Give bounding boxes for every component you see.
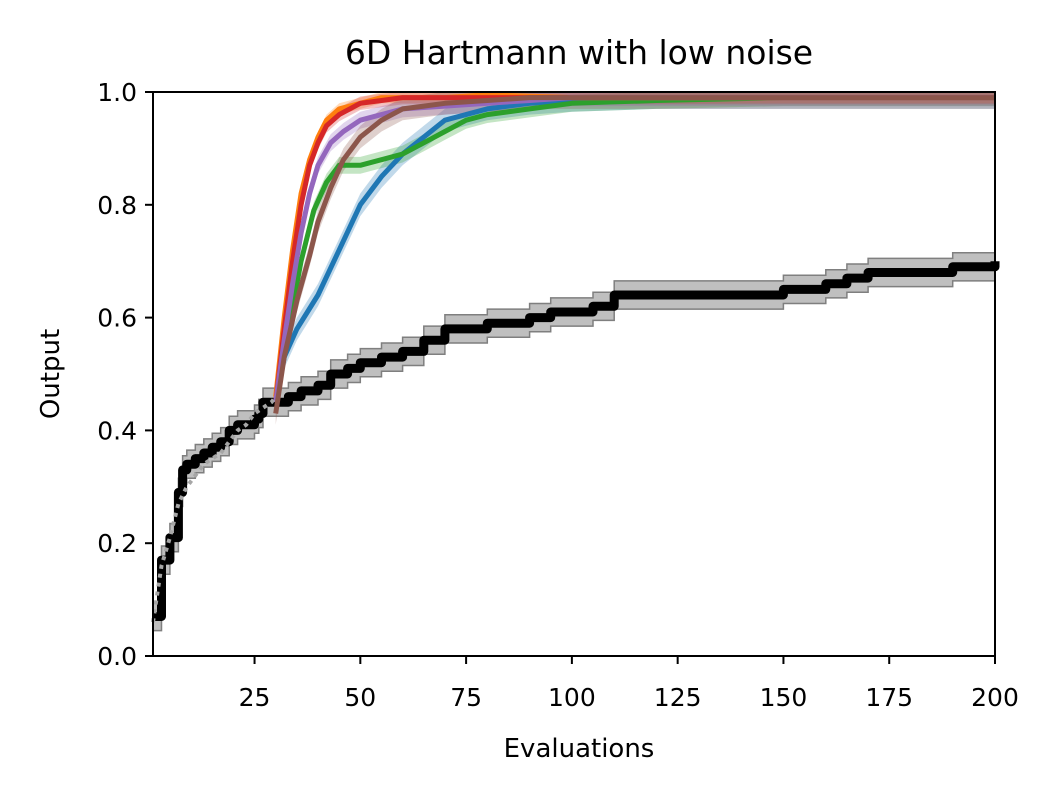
y-tick-label: 0.6 bbox=[97, 304, 137, 333]
band-black-baseline bbox=[152, 247, 996, 632]
x-tick-label: 75 bbox=[450, 683, 482, 712]
y-tick-label: 0.0 bbox=[97, 642, 137, 671]
x-tick-label: 125 bbox=[654, 683, 702, 712]
x-tick-label: 175 bbox=[865, 683, 913, 712]
x-tick-label: 50 bbox=[344, 683, 376, 712]
y-axis-label: Output bbox=[36, 329, 66, 419]
x-tick-label: 100 bbox=[548, 683, 596, 712]
band-purple bbox=[275, 92, 995, 411]
x-tick-label: 25 bbox=[239, 683, 271, 712]
y-tick-label: 0.4 bbox=[97, 416, 137, 445]
series-line-brown bbox=[273, 95, 995, 414]
chart-title: 6D Hartmann with low noise bbox=[345, 33, 813, 72]
y-tick-label: 0.2 bbox=[97, 529, 137, 558]
y-axis-ticks: 0.0 0.2 0.4 0.6 0.8 1.0 bbox=[97, 78, 153, 671]
y-tick-label: 0.8 bbox=[97, 191, 137, 220]
y-tick-label: 1.0 bbox=[97, 78, 137, 107]
series-line-green bbox=[273, 95, 995, 403]
x-axis-label: Evaluations bbox=[504, 734, 655, 764]
x-tick-label: 150 bbox=[760, 683, 808, 712]
x-axis-ticks: 25 50 75 100 125 150 175 200 bbox=[239, 656, 1019, 712]
series-lines bbox=[151, 92, 1000, 623]
series-line-grey-dotted bbox=[151, 395, 278, 623]
x-tick-label: 200 bbox=[971, 683, 1019, 712]
plot-frame bbox=[152, 91, 996, 657]
series-line-black-baseline bbox=[153, 261, 1000, 621]
